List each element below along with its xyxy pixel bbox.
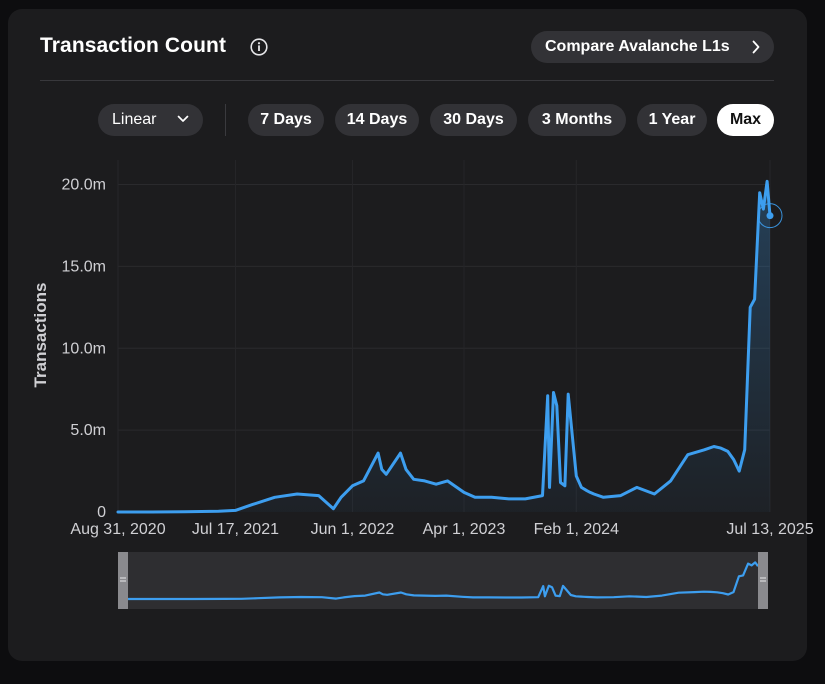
info-icon[interactable]: [250, 38, 268, 56]
x-tick-label: Aug 31, 2020: [70, 521, 165, 538]
compare-l1s-button[interactable]: Compare Avalanche L1s: [531, 31, 774, 63]
navigator-line: [128, 561, 759, 601]
y-axis-ticks: 0 5.0m 10.0m 15.0m 20.0m: [62, 177, 107, 521]
transactions-line: [116, 179, 772, 514]
current-point: [766, 212, 774, 220]
header-divider: [40, 80, 774, 81]
scale-select[interactable]: Linear: [98, 104, 203, 136]
x-tick-label: Jul 13, 2025: [726, 521, 813, 538]
range-button-7-days[interactable]: 7 Days: [248, 104, 324, 136]
controls-divider: [225, 104, 226, 136]
x-tick-label: Feb 1, 2024: [534, 521, 620, 538]
y-tick-label: 5.0m: [70, 422, 106, 439]
scale-select-label: Linear: [112, 111, 157, 128]
y-tick-label: 10.0m: [62, 340, 106, 357]
y-axis-title: Transactions: [31, 283, 50, 388]
range-button-max[interactable]: Max: [717, 104, 774, 136]
x-tick-label: Apr 1, 2023: [423, 521, 506, 538]
y-tick-label: 20.0m: [62, 177, 106, 194]
y-tick-label: 15.0m: [62, 258, 106, 275]
range-button-3-months[interactable]: 3 Months: [528, 104, 626, 136]
current-point-ring: [757, 203, 783, 229]
x-tick-label: Jun 1, 2022: [311, 521, 395, 538]
transactions-area: [118, 181, 770, 513]
compare-l1s-label: Compare Avalanche L1s: [545, 38, 730, 55]
range-navigator[interactable]: [118, 552, 768, 609]
navigator-background: [118, 552, 768, 609]
x-tick-label: Jul 17, 2021: [192, 521, 279, 538]
chevron-right-icon: [752, 40, 760, 54]
range-button-14-days[interactable]: 14 Days: [335, 104, 419, 136]
chevron-down-icon: [177, 115, 189, 122]
x-axis-ticks: Aug 31, 2020 Jul 17, 2021 Jun 1, 2022 Apr 1…: [70, 521, 813, 538]
range-button-1-year[interactable]: 1 Year: [637, 104, 707, 136]
y-tick-label: 0: [97, 504, 106, 521]
chart-grid: [117, 160, 771, 512]
chart-title: Transaction Count: [40, 34, 227, 57]
range-button-30-days[interactable]: 30 Days: [430, 104, 517, 136]
